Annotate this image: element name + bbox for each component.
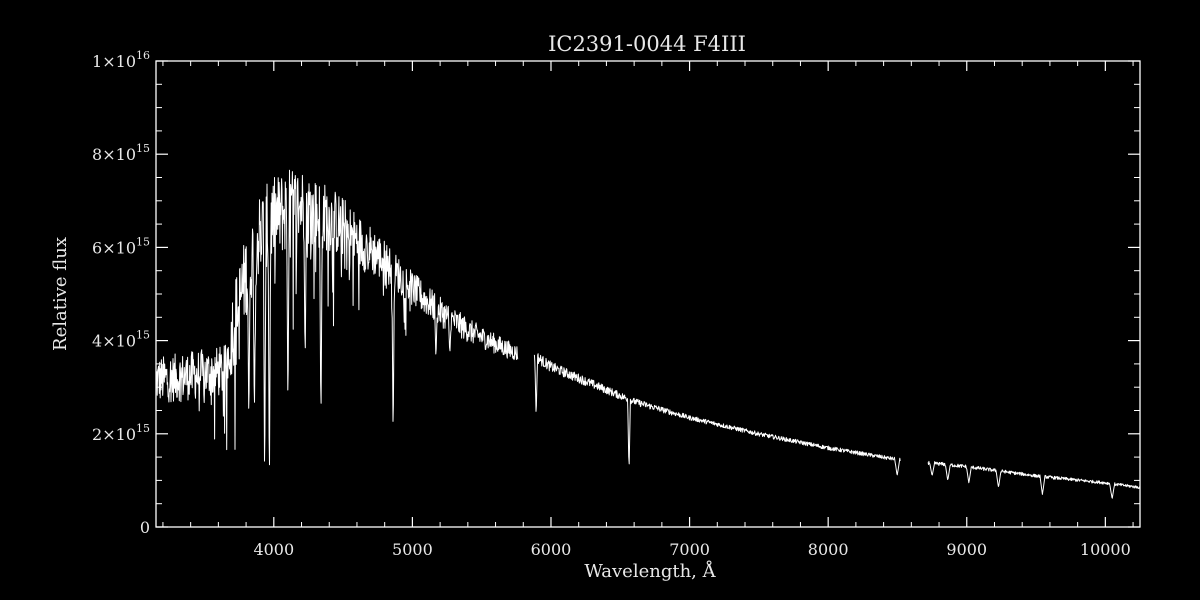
axis-ticks (156, 60, 1140, 528)
y-tick-exponent: 15 (136, 329, 150, 342)
x-tick-label: 5000 (392, 540, 433, 559)
x-tick-label: 9000 (946, 540, 987, 559)
y-tick-exponent: 15 (136, 142, 150, 155)
y-tick-label: 0 (140, 518, 150, 537)
y-tick-exponent: 16 (136, 49, 150, 62)
chart-title: IC2391-0044 F4III (548, 32, 746, 56)
plot-area (155, 60, 1141, 528)
y-tick-exponent: 15 (136, 235, 150, 248)
x-tick-labels: 4000 5000 6000 7000 8000 9000 10000 (253, 540, 1130, 559)
x-tick-label: 10000 (1080, 540, 1131, 559)
y-axis-label: Relative flux (50, 237, 71, 351)
x-tick-label: 4000 (253, 540, 294, 559)
y-tick-label: 6×1015 (92, 235, 150, 257)
y-tick-exponent: 15 (136, 422, 150, 435)
x-tick-label: 7000 (669, 540, 710, 559)
y-tick-label: 2×1015 (92, 422, 150, 444)
y-tick-label: 1×1016 (92, 49, 150, 71)
x-axis-label: Wavelength, Å (584, 560, 716, 582)
spectrum-line (155, 169, 1141, 499)
y-tick-labels: 0 2×1015 4×1015 6×1015 8×1015 1×1016 (92, 49, 150, 537)
y-tick-label: 8×1015 (92, 142, 150, 164)
x-tick-label: 8000 (808, 540, 849, 559)
x-tick-label: 6000 (531, 540, 572, 559)
y-tick-label: 4×1015 (92, 329, 150, 351)
